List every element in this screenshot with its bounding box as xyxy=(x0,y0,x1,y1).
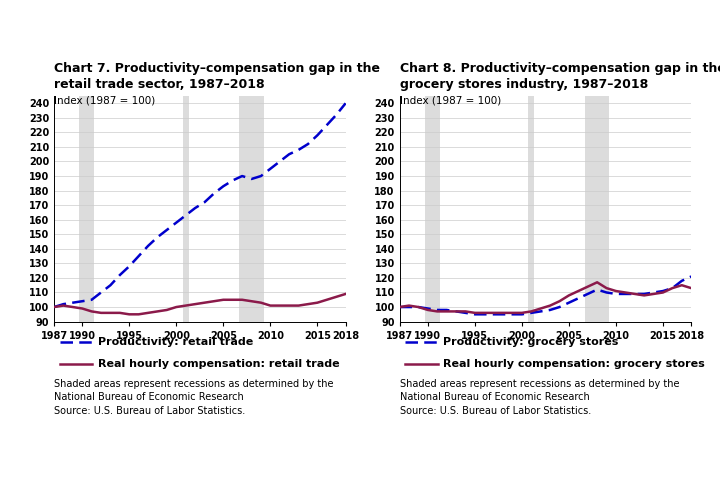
Text: Shaded areas represent recessions as determined by the
National Bureau of Econom: Shaded areas represent recessions as det… xyxy=(400,379,679,416)
Text: Productivity: grocery stores: Productivity: grocery stores xyxy=(444,337,618,347)
Bar xyxy=(183,96,189,322)
Text: Real hourly compensation: retail trade: Real hourly compensation: retail trade xyxy=(98,359,339,369)
Text: Productivity: retail trade: Productivity: retail trade xyxy=(98,337,253,347)
Text: Index (1987 = 100): Index (1987 = 100) xyxy=(54,96,156,106)
Bar xyxy=(425,96,440,322)
Bar xyxy=(585,96,609,322)
Text: Index (1987 = 100): Index (1987 = 100) xyxy=(400,96,501,106)
Text: Real hourly compensation: grocery stores: Real hourly compensation: grocery stores xyxy=(444,359,705,369)
Text: Chart 7. Productivity–compensation gap in the
retail trade sector, 1987–2018: Chart 7. Productivity–compensation gap i… xyxy=(54,62,380,91)
Bar xyxy=(239,96,264,322)
Bar xyxy=(528,96,534,322)
Bar xyxy=(79,96,94,322)
Text: Shaded areas represent recessions as determined by the
National Bureau of Econom: Shaded areas represent recessions as det… xyxy=(54,379,333,416)
Text: Chart 8. Productivity–compensation gap in the
grocery stores industry, 1987–2018: Chart 8. Productivity–compensation gap i… xyxy=(400,62,720,91)
